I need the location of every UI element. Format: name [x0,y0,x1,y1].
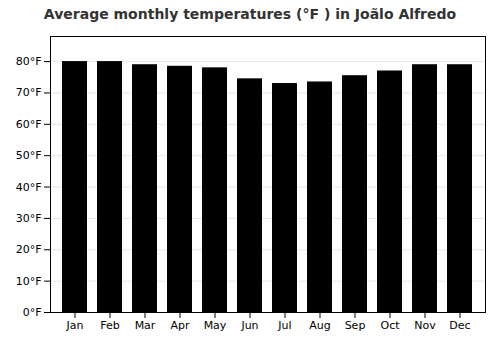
svg-text:20°F: 20°F [16,243,42,256]
svg-text:Oct: Oct [380,319,400,332]
svg-text:Mar: Mar [135,319,156,332]
html-text:Average monthly temperatures (: Average monthly temperatures (°F ) in Jo… [43,6,457,22]
svg-text:60°F: 60°F [16,118,42,131]
svg-text:Feb: Feb [100,319,119,332]
svg-text:40°F: 40°F [16,181,42,194]
svg-text:80°F: 80°F [16,55,42,68]
svg-text:50°F: 50°F [16,149,42,162]
svg-text:Jan: Jan [66,319,84,332]
svg-text:Nov: Nov [414,319,436,332]
svg-text:30°F: 30°F [16,212,42,225]
svg-text:10°F: 10°F [16,275,42,288]
svg-text:Jun: Jun [240,319,258,332]
svg-text:May: May [204,319,227,332]
svg-text:Dec: Dec [449,319,470,332]
svg-text:0°F: 0°F [23,306,42,319]
svg-text:70°F: 70°F [16,86,42,99]
svg-text:Apr: Apr [170,319,190,332]
svg-text:Sep: Sep [345,319,366,332]
svg-text:Jul: Jul [277,319,291,332]
svg-text:Aug: Aug [309,319,330,332]
